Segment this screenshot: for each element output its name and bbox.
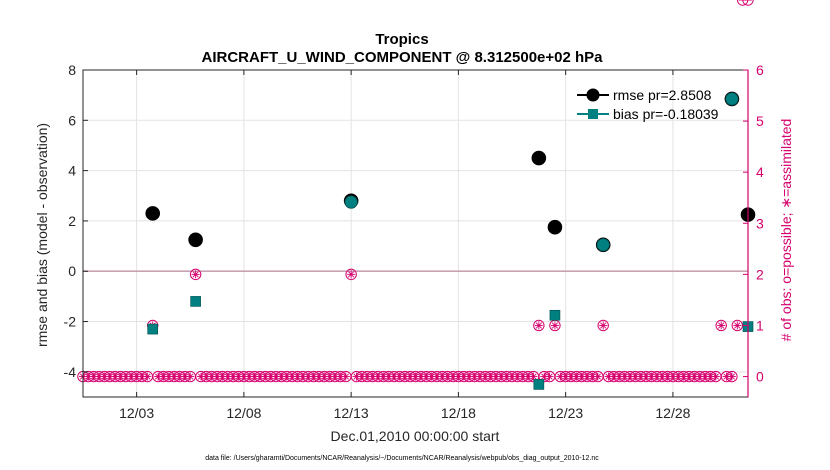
obs-assimilated-marker <box>331 372 340 381</box>
y-tick-label: 8 <box>68 62 76 78</box>
y2-tick-label: 5 <box>756 113 764 129</box>
series-layer <box>145 91 756 390</box>
obs-possible-marker <box>189 268 202 281</box>
rmse-point <box>145 206 161 221</box>
obs-assimilated-marker <box>100 372 109 381</box>
legend-bias-label: bias pr=-0.18039 <box>613 106 719 122</box>
obs-assimilated-marker <box>261 372 270 381</box>
obs-assimilated-marker <box>529 372 538 381</box>
obs-possible-marker <box>533 319 545 332</box>
legend-bias-marker <box>588 109 598 119</box>
obs-assimilated-marker <box>642 372 651 381</box>
obs-possible-marker <box>345 268 357 281</box>
y-tick-label: 2 <box>68 213 76 229</box>
footnote: data file: /Users/gharamti/Documents/NCA… <box>205 455 599 462</box>
obs-possible-marker <box>731 319 743 332</box>
obs-possible-marker <box>742 0 754 6</box>
y-tick-label: 0 <box>68 263 76 279</box>
x-tick-label: 12/13 <box>334 405 369 421</box>
obs-assimilated-marker <box>620 372 629 381</box>
obs-assimilated-marker <box>336 372 345 381</box>
obs-assimilated-marker <box>314 372 323 381</box>
x-tick-label: 12/03 <box>119 405 154 421</box>
obs-assimilated-marker <box>390 372 399 381</box>
x-axis-label: Dec.01,2010 00:00:00 start <box>331 428 500 444</box>
legend-rmse-label: rmse pr=2.8508 <box>613 87 712 103</box>
bias-point <box>344 195 358 209</box>
obs-assimilated-marker <box>491 372 500 381</box>
obs-assimilated-marker <box>143 372 152 381</box>
obs-assimilated-marker <box>727 372 736 381</box>
y-axis-label: rmse and bias (model - observation) <box>34 123 50 347</box>
obs-assimilated-marker <box>599 321 608 330</box>
x-tick-label: 12/18 <box>441 405 476 421</box>
obs-assimilated-marker <box>186 372 195 381</box>
bias-point <box>549 309 561 321</box>
x-tick-label: 12/23 <box>548 405 583 421</box>
y2-tick-label: 1 <box>756 317 764 333</box>
legend: rmse pr=2.8508 bias pr=-0.18039 <box>577 87 719 122</box>
obs-assimilated-marker <box>159 372 168 381</box>
bias-point <box>596 238 610 252</box>
obs-assimilated-marker <box>202 372 211 381</box>
axes: 12/03 12/08 12/13 12/18 12/23 12/28 -4 -2 0 2 4 6 8 0… <box>64 62 764 421</box>
obs-assimilated-marker <box>288 372 297 381</box>
obs-assimilated-marker <box>347 270 356 279</box>
rmse-point <box>188 232 203 248</box>
chart-subtitle: AIRCRAFT_U_WIND_COMPONENT @ 8.312500e+02… <box>202 49 604 66</box>
legend-rmse-marker <box>586 88 600 102</box>
y-tick-label: -4 <box>64 364 77 380</box>
y2-tick-label: 3 <box>756 215 764 231</box>
obs-assimilated-marker <box>545 372 554 381</box>
y2-tick-label: 6 <box>756 62 764 78</box>
obs-assimilated-marker <box>674 372 683 381</box>
obs-assimilated-marker <box>443 372 452 381</box>
obs-assimilated-marker <box>636 372 645 381</box>
y2-tick-label: 4 <box>756 164 764 180</box>
obs-assimilated-marker <box>341 372 350 381</box>
obs-possible-marker <box>715 319 727 332</box>
obs-possible-marker <box>597 319 609 332</box>
bias-point <box>533 379 545 390</box>
obs-assimilated-marker <box>711 372 720 381</box>
y2-tick-label: 2 <box>756 266 764 282</box>
obs-assimilated-marker <box>593 372 602 381</box>
obs-assimilated-marker <box>631 372 640 381</box>
obs-assimilated-marker <box>121 372 130 381</box>
x-tick-label: 12/08 <box>226 405 261 421</box>
obs-assimilated-marker <box>534 321 543 330</box>
rmse-point <box>547 219 563 235</box>
obs-assimilated-marker <box>717 321 726 330</box>
chart-title: Tropics <box>375 31 428 48</box>
obs-assimilated-marker <box>395 372 404 381</box>
obs-assimilated-marker <box>550 321 559 330</box>
y-tick-label: -2 <box>64 314 77 330</box>
obs-layer <box>77 0 754 383</box>
rmse-point <box>531 150 547 166</box>
y-tick-label: 4 <box>68 163 76 179</box>
obs-assimilated-marker <box>690 372 699 381</box>
obs-assimilated-marker <box>325 372 334 381</box>
bias-point <box>725 92 739 106</box>
bias-point <box>147 323 159 335</box>
obs-assimilated-marker <box>658 372 667 381</box>
bias-point <box>190 296 201 307</box>
obs-assimilated-marker <box>164 372 173 381</box>
obs-assimilated-marker <box>250 372 259 381</box>
obs-assimilated-marker <box>191 270 200 279</box>
obs-assimilated-marker <box>352 372 361 381</box>
y-tick-label: 6 <box>68 112 76 128</box>
obs-assimilated-marker <box>733 321 742 330</box>
x-tick-label: 12/28 <box>655 405 690 421</box>
y2-axis-label: # of obs: o=possible; ∗=assimilated <box>778 119 794 342</box>
obs-possible-marker <box>736 0 749 6</box>
y2-tick-label: 0 <box>756 369 764 385</box>
obs-assimilated-marker <box>357 372 366 381</box>
